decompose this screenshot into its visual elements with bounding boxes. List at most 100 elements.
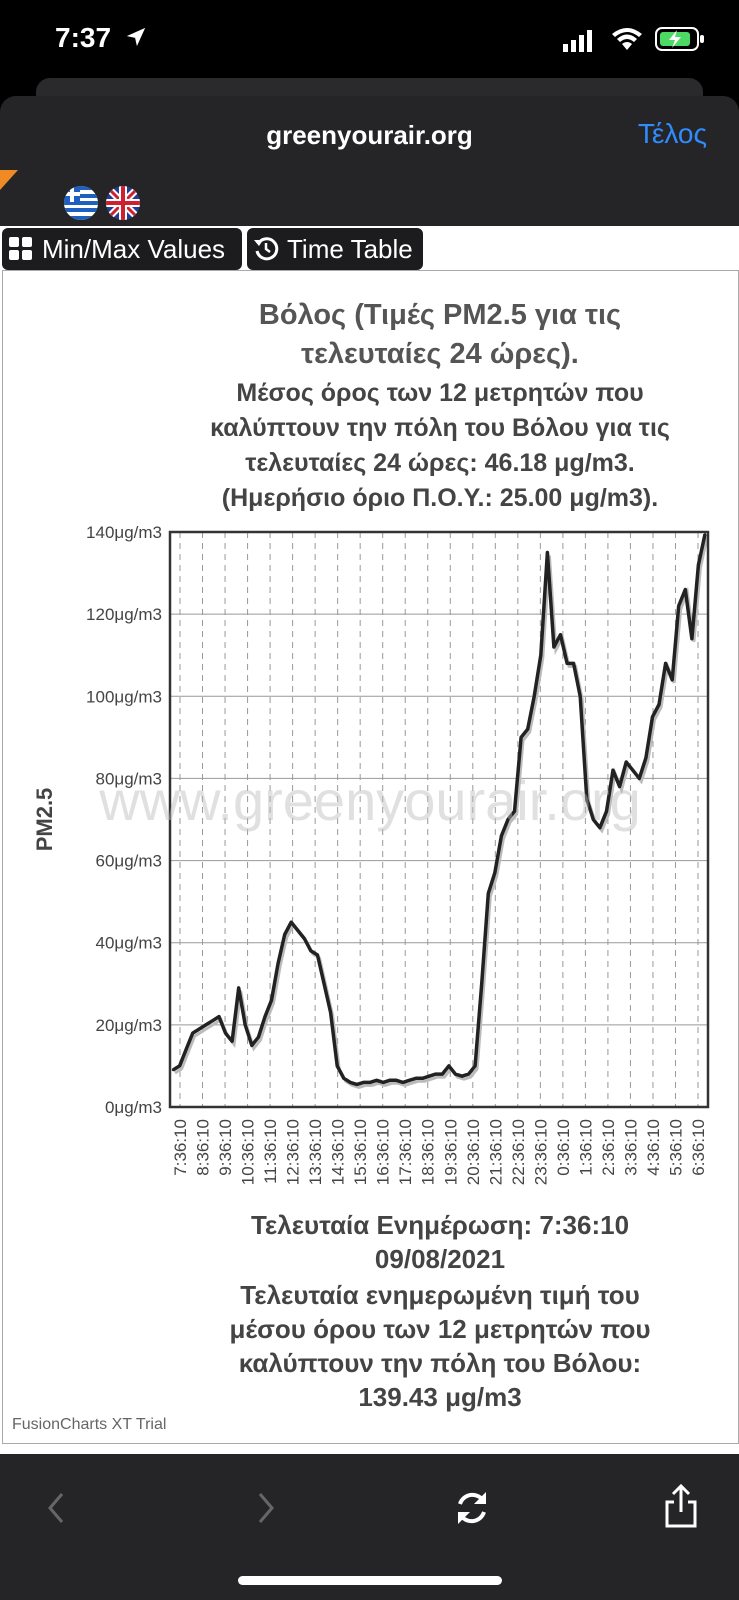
status-bar: 7:37 (0, 0, 739, 80)
chart-watermark: www.greenyourair.org (98, 769, 641, 832)
y-tick-label: 60μg/m3 (96, 852, 163, 871)
x-tick-label: 14:36:10 (329, 1119, 348, 1185)
x-tick-label: 6:36:10 (689, 1119, 708, 1176)
data-point (296, 929, 299, 932)
data-point (546, 551, 549, 554)
series-line-pm25 (172, 533, 707, 1087)
y-tick-label: 140μg/m3 (86, 523, 162, 542)
data-point (598, 826, 602, 829)
data-point (244, 1023, 247, 1027)
data-point (513, 810, 516, 813)
data-point (657, 703, 661, 706)
last-value-line-2: μέσου όρου των 12 μετρητών που (229, 1314, 651, 1344)
x-tick-label: 16:36:10 (374, 1119, 393, 1185)
data-point (690, 637, 694, 640)
back-icon[interactable] (44, 1490, 68, 1526)
x-tick-label: 0:36:10 (554, 1119, 573, 1176)
data-point (217, 1015, 221, 1018)
data-point (703, 533, 707, 536)
data-point (283, 933, 286, 936)
x-tick-label: 9:36:10 (216, 1119, 235, 1176)
fusioncharts-trial-label: FusionCharts XT Trial (12, 1416, 167, 1433)
uk-flag-icon[interactable] (106, 186, 140, 220)
last-value-line-4: 139.43 μg/m3 (358, 1382, 522, 1412)
last-update-time: Τελευταία Ενημέρωση: 7:36:10 (250, 1210, 630, 1240)
data-point (565, 662, 569, 665)
data-point (631, 769, 634, 772)
data-point (434, 1072, 437, 1076)
x-tick-label: 2:36:10 (599, 1119, 618, 1176)
data-point (559, 633, 562, 636)
data-point (408, 1079, 411, 1082)
data-point (460, 1074, 464, 1078)
x-tick-label: 23:36:10 (531, 1119, 550, 1185)
data-point (651, 715, 654, 719)
data-point (487, 892, 490, 895)
grid-icon (9, 237, 32, 260)
data-point (224, 1031, 227, 1035)
data-point (191, 1031, 194, 1035)
data-point (349, 1081, 352, 1084)
x-tick-label: 8:36:10 (194, 1119, 213, 1176)
chart-title: Βόλος (Τιμές PM2.5 για τις τελευταίες 24… (150, 296, 730, 374)
home-indicator (238, 1576, 502, 1585)
cellular-signal-icon (563, 30, 592, 52)
data-point (579, 695, 582, 698)
x-tick-label: 1:36:10 (576, 1119, 595, 1176)
data-point (316, 953, 319, 957)
data-point (388, 1079, 391, 1082)
y-tick-label: 100μg/m3 (86, 687, 162, 706)
x-tick-label: 5:36:10 (666, 1119, 685, 1176)
chart-subtitle-line-1: Μέσος όρος των 12 μετρητών που (236, 379, 644, 407)
x-tick-label: 20:36:10 (464, 1119, 483, 1185)
data-point (500, 834, 503, 838)
x-tick-label: 18:36:10 (419, 1119, 438, 1185)
location-arrow-icon (126, 27, 146, 47)
data-point (684, 588, 687, 591)
y-axis-title: PM2.5 (32, 788, 57, 852)
data-point (572, 662, 575, 665)
data-point (526, 727, 529, 731)
data-point (290, 920, 293, 924)
time-table-label: Time Table (287, 233, 413, 264)
data-point (270, 999, 273, 1002)
chart-title-line-2: τελευταίες 24 ώρες). (301, 338, 579, 370)
done-button[interactable]: Τέλος (637, 118, 707, 149)
time-table-button[interactable]: Time Table (247, 228, 423, 270)
data-point (211, 1019, 214, 1022)
status-time: 7:37 (55, 22, 112, 53)
data-point (506, 818, 510, 821)
corner-accent (0, 170, 18, 190)
data-point (697, 563, 700, 567)
last-update-date: 09/08/2021 (374, 1244, 506, 1274)
data-point (638, 777, 641, 780)
data-point (198, 1027, 201, 1031)
data-point (585, 797, 588, 801)
reload-icon[interactable] (452, 1488, 492, 1528)
data-point (395, 1079, 398, 1082)
share-icon[interactable] (664, 1484, 698, 1528)
last-update: Τελευταία Ενημέρωση: 7:36:10 09/08/2021 (150, 1208, 730, 1276)
greek-flag-icon[interactable] (64, 186, 98, 220)
min-max-values-button[interactable]: Min/Max Values (2, 228, 242, 270)
data-point (230, 1040, 234, 1043)
url-domain[interactable]: greenyourair.org (266, 120, 473, 150)
data-point (664, 662, 667, 665)
y-tick-label: 20μg/m3 (96, 1016, 163, 1035)
forward-icon[interactable] (254, 1490, 278, 1526)
last-value: Τελευταία ενημερωμένη τιμή του μέσου όρο… (150, 1278, 730, 1414)
plot-border (168, 530, 710, 1109)
x-tick-label: 12:36:10 (284, 1119, 303, 1185)
chart-subtitle-line-3: τελευταίες 24 ώρες: 46.18 μg/m3. (245, 449, 635, 477)
data-point (414, 1077, 418, 1080)
pm25-line-chart: 7:36:10 8:36:10 9:36:10 10:36:10 11:36:10 12:… (32, 523, 710, 1185)
chart-title-line-1: Βόλος (Τιμές PM2.5 για τις (258, 299, 622, 331)
data-point (618, 785, 621, 788)
y-tick-label: 40μg/m3 (96, 934, 163, 953)
data-point (237, 986, 240, 990)
data-point (519, 736, 523, 739)
data-point (677, 604, 680, 608)
x-tick-label: 17:36:10 (396, 1119, 415, 1185)
history-icon (254, 237, 279, 261)
data-point (533, 695, 536, 698)
